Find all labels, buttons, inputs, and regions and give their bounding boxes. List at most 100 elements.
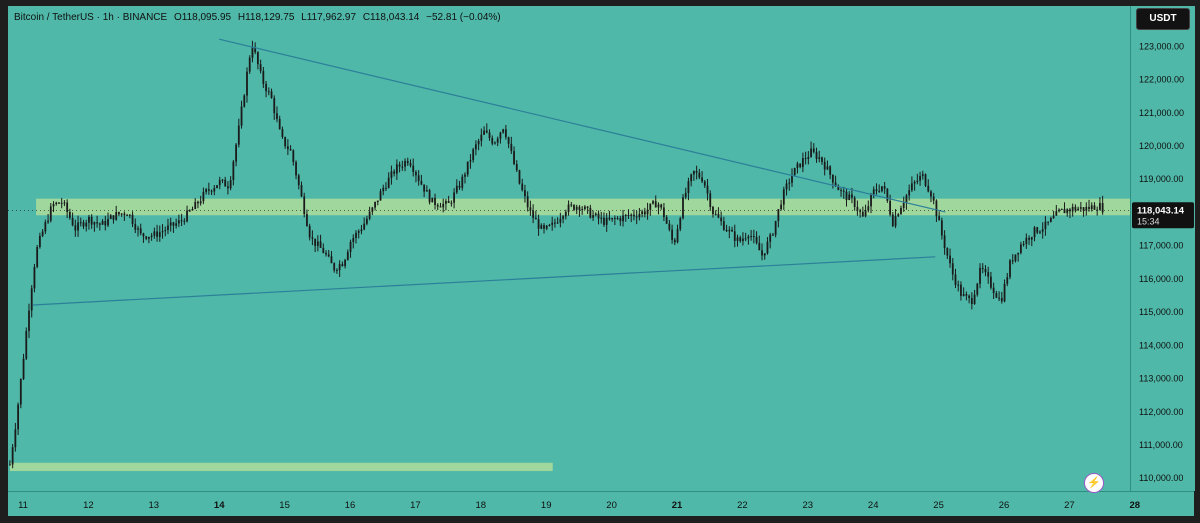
candle-body bbox=[477, 140, 480, 145]
candle-body bbox=[698, 172, 701, 178]
candle-body bbox=[990, 276, 992, 288]
time-tick-label: 14 bbox=[214, 500, 225, 511]
candle-body bbox=[150, 235, 153, 237]
currency-button[interactable]: USDT bbox=[1136, 8, 1190, 30]
candle-body bbox=[793, 167, 796, 176]
candle-body bbox=[447, 200, 450, 203]
candle-body bbox=[747, 236, 750, 239]
candle-body bbox=[750, 235, 753, 237]
candle-body bbox=[616, 218, 619, 220]
candle-body bbox=[900, 207, 902, 215]
candle-body bbox=[464, 174, 466, 177]
candle-body bbox=[485, 130, 488, 133]
candle-body bbox=[992, 287, 995, 294]
candle-body bbox=[938, 216, 941, 221]
candle-body bbox=[998, 297, 1000, 299]
candle-body bbox=[319, 241, 322, 248]
candle-body bbox=[804, 158, 807, 160]
candle-body bbox=[240, 106, 243, 126]
candle-body bbox=[1052, 215, 1055, 219]
candle-body bbox=[229, 180, 232, 189]
candle-body bbox=[88, 216, 90, 223]
candle-body bbox=[973, 294, 976, 304]
candle-body bbox=[330, 256, 333, 264]
candle-body bbox=[562, 216, 564, 219]
candle-body bbox=[316, 241, 319, 246]
candle-body bbox=[365, 218, 368, 224]
time-tick-label: 24 bbox=[868, 500, 879, 511]
candle-body bbox=[25, 331, 28, 359]
candle-body bbox=[878, 190, 881, 192]
candle-body bbox=[466, 161, 469, 175]
candle-body bbox=[142, 233, 145, 237]
candle-body bbox=[161, 231, 164, 233]
time-axis[interactable]: 11 12 13 14 15 16 17 18 19 20 21 22 23 24 25 26 27 28 bbox=[8, 491, 1194, 516]
candle-body bbox=[112, 215, 115, 220]
time-tick-label: 17 bbox=[410, 500, 421, 511]
candle-body bbox=[393, 171, 396, 174]
flash-icon[interactable]: ⚡ bbox=[1084, 473, 1104, 493]
candle-body bbox=[235, 144, 237, 162]
candle-body bbox=[455, 185, 458, 193]
candle-body bbox=[1082, 207, 1085, 211]
candle-body bbox=[327, 254, 330, 257]
candle-body bbox=[592, 215, 594, 218]
time-tick-label: 21 bbox=[672, 500, 683, 511]
candle-body bbox=[82, 222, 85, 227]
candle-body bbox=[812, 148, 815, 152]
candle-body bbox=[1041, 229, 1044, 232]
candle-body bbox=[510, 143, 513, 152]
candle-body bbox=[837, 185, 840, 191]
candle-body bbox=[256, 52, 259, 65]
price-chart-pane[interactable] bbox=[8, 6, 1142, 491]
candle-body bbox=[671, 229, 673, 240]
candle-body bbox=[556, 222, 559, 224]
candle-body bbox=[1030, 237, 1033, 240]
time-tick-label: 23 bbox=[803, 500, 814, 511]
support-zone bbox=[9, 462, 553, 472]
candle-body bbox=[104, 220, 107, 226]
candle-body bbox=[526, 196, 529, 208]
candle-body bbox=[177, 220, 180, 224]
candle-body bbox=[311, 237, 314, 239]
change-value: −52.81 (−0.04%) bbox=[426, 12, 501, 23]
candle-body bbox=[864, 210, 867, 217]
candle-body bbox=[227, 186, 229, 189]
candle-body bbox=[439, 206, 442, 208]
candle-body bbox=[834, 182, 837, 186]
candle-body bbox=[573, 204, 575, 210]
candle-body bbox=[829, 166, 832, 175]
candle-body bbox=[1058, 209, 1060, 212]
candle-body bbox=[1022, 244, 1025, 246]
candle-body bbox=[425, 190, 428, 192]
time-axis-labels: 11 12 13 14 15 16 17 18 19 20 21 22 23 24 25 26 27 28 bbox=[18, 500, 1140, 511]
price-axis[interactable]: 110,000.00 111,000.00 112,000.00 113,000.00… bbox=[1130, 6, 1195, 491]
candle-body bbox=[646, 209, 649, 215]
candle-body bbox=[461, 176, 464, 188]
candle-body bbox=[567, 204, 570, 212]
candle-body bbox=[134, 224, 137, 230]
candle-body bbox=[415, 171, 417, 176]
candle-body bbox=[292, 150, 295, 163]
candle-body bbox=[821, 157, 823, 162]
candle-body bbox=[924, 174, 927, 186]
candle-body bbox=[224, 179, 227, 187]
candle-body bbox=[831, 174, 834, 183]
candle-body bbox=[385, 187, 387, 189]
candle-body bbox=[314, 238, 317, 246]
candle-body bbox=[932, 196, 935, 201]
candle-body bbox=[243, 95, 246, 107]
candle-body bbox=[188, 210, 191, 212]
candle-body bbox=[14, 429, 17, 448]
candle-body bbox=[927, 185, 930, 192]
candle-body bbox=[976, 283, 979, 295]
candle-body bbox=[431, 197, 434, 203]
candle-body bbox=[128, 214, 131, 216]
candle-body bbox=[851, 194, 853, 198]
candle-body bbox=[404, 160, 406, 167]
symbol-title[interactable]: Bitcoin / TetherUS · 1h · BINANCE bbox=[14, 12, 168, 23]
candle-body bbox=[278, 118, 281, 130]
candle-body bbox=[232, 161, 235, 181]
candle-body bbox=[1096, 209, 1099, 211]
candle-body bbox=[537, 219, 540, 229]
